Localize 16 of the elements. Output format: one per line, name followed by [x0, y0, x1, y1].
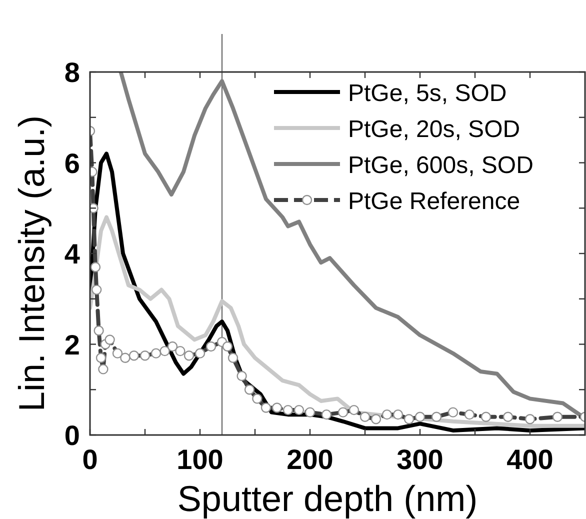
x-tick-label: 200	[286, 444, 334, 475]
x-tick-label: 300	[396, 444, 444, 475]
legend-label: PtGe Reference	[348, 188, 520, 215]
x-tick-label: 400	[506, 444, 554, 475]
line-series	[90, 215, 585, 428]
y-tick-label: 6	[64, 148, 80, 179]
y-axis-title: Lin. Intensity (a.u.)	[11, 115, 52, 412]
y-tick-label: 4	[64, 238, 80, 270]
x-tick-label: 100	[176, 444, 224, 475]
y-tick-label: 8	[64, 57, 80, 88]
legend-label: PtGe, 5s, SOD	[348, 80, 507, 107]
y-tick-label: 2	[64, 329, 80, 360]
legend-label: PtGe, 20s, SOD	[348, 116, 520, 143]
legend-label: PtGe, 600s, SOD	[348, 152, 534, 179]
y-tick-label: 0	[64, 420, 80, 451]
x-axis-title: Sputter depth (nm)	[177, 478, 478, 519]
